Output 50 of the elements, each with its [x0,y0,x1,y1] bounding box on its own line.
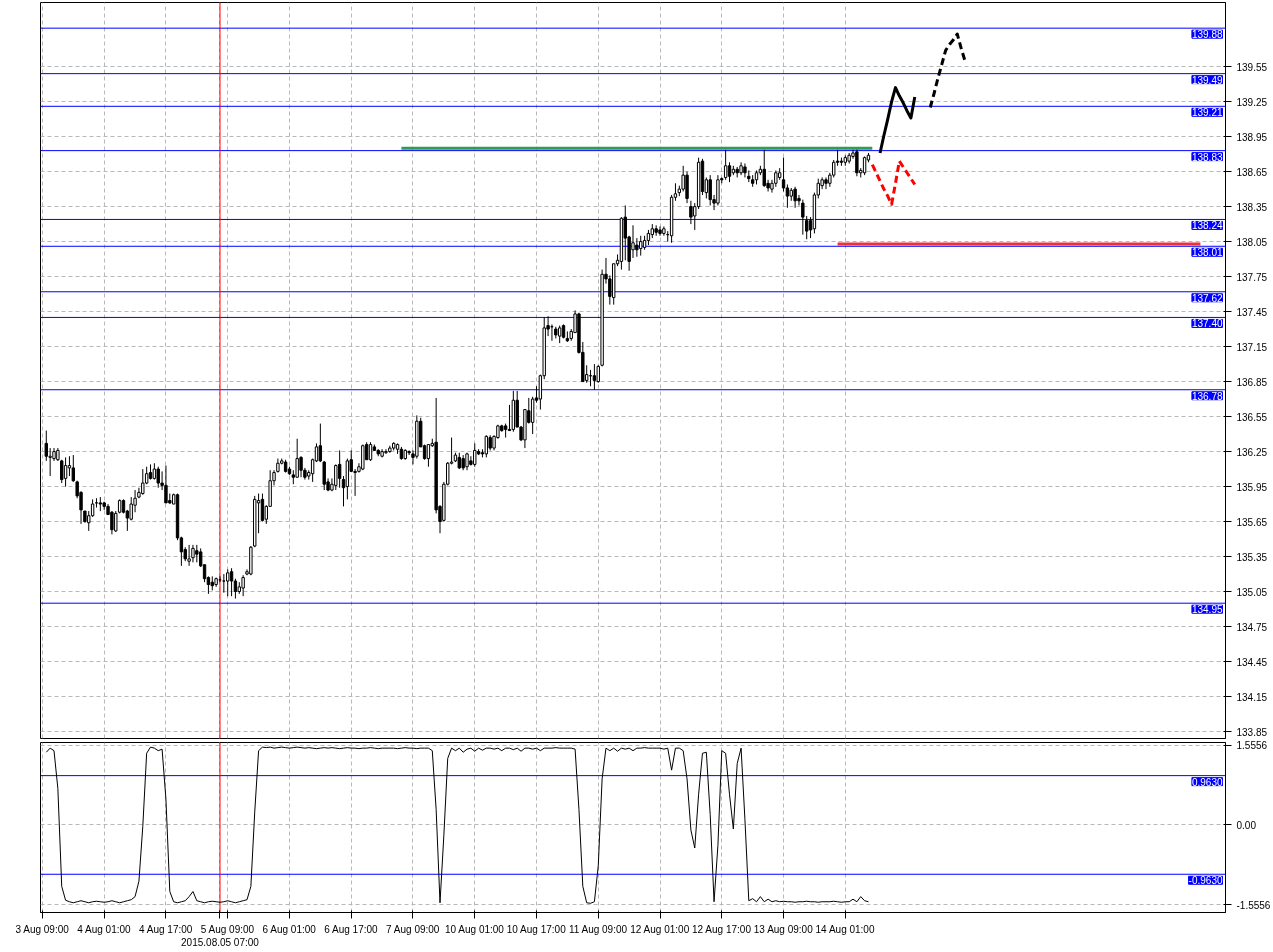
x-tick-label: 5 Aug 09:00 [200,923,255,935]
y-tick-label: 138.05 [1236,236,1268,248]
x-tick-label: 10 Aug 01:00 [444,923,505,935]
x-tick-label: 3 Aug 09:00 [15,923,70,935]
y-tick-label: 136.55 [1236,411,1268,423]
y-tick-label: 134.15 [1236,691,1268,703]
y-tick-label: 137.75 [1236,271,1268,283]
y-tick-label: 0.00 [1236,819,1257,831]
y-tick-label: 138.95 [1236,131,1268,143]
y-tick-label: 138.35 [1236,201,1268,213]
x-tick-label: 10 Aug 17:00 [506,923,567,935]
y-tick-label: 139.25 [1236,96,1268,108]
y-tick-label: 139.55 [1236,61,1268,73]
ref-line-label: 138.01 [1191,247,1223,259]
y-tick-label: 135.65 [1236,516,1268,528]
ref-line-label: 139.49 [1191,74,1223,86]
x-tick-label: 13 Aug 09:00 [753,923,814,935]
x-tick-label: 6 Aug 01:00 [262,923,317,935]
x-tick-label: 4 Aug 17:00 [138,923,193,935]
y-tick-label: -1.5556 [1236,899,1271,911]
ref-line-label: 138.83 [1191,151,1223,163]
y-tick-label: 137.45 [1236,306,1268,318]
x-tick-label: 12 Aug 01:00 [630,923,690,935]
ref-line-label: 139.88 [1191,29,1223,41]
ref-line-label: 136.78 [1191,390,1223,402]
x-tick-label: 6 Aug 17:00 [324,923,379,935]
ref-line-label: 137.62 [1191,292,1223,304]
x-tick-label: 11 Aug 09:00 [568,923,628,935]
ref-line-label: -0.9630 [1188,875,1223,887]
y-tick-label: 135.95 [1236,481,1268,493]
ref-line-label: 137.40 [1191,318,1223,330]
y-tick-label: 136.25 [1236,446,1268,458]
ref-line-label: 134.95 [1191,604,1223,616]
y-tick-label: 138.65 [1236,166,1268,178]
ref-line-label: 139.21 [1191,107,1223,119]
y-tick-label: 133.85 [1236,726,1268,738]
y-tick-label: 135.05 [1236,586,1268,598]
x-tick-label: 4 Aug 01:00 [77,923,132,935]
y-tick-label: 137.15 [1236,341,1268,353]
y-tick-label: 134.45 [1236,656,1268,668]
x-tick-label: 14 Aug 01:00 [815,923,875,935]
ref-line-label: 0.9630 [1191,776,1223,788]
x-tick-label: 7 Aug 09:00 [386,923,440,935]
x-tick-label: 2015.08.05 07:00 [181,936,260,948]
y-tick-label: 136.85 [1236,376,1268,388]
y-tick-label: 1.5556 [1236,740,1268,752]
ref-line-label: 138.24 [1191,220,1223,232]
y-tick-label: 135.35 [1236,551,1268,563]
y-tick-label: 134.75 [1236,621,1268,633]
x-tick-label: 12 Aug 17:00 [692,923,752,935]
